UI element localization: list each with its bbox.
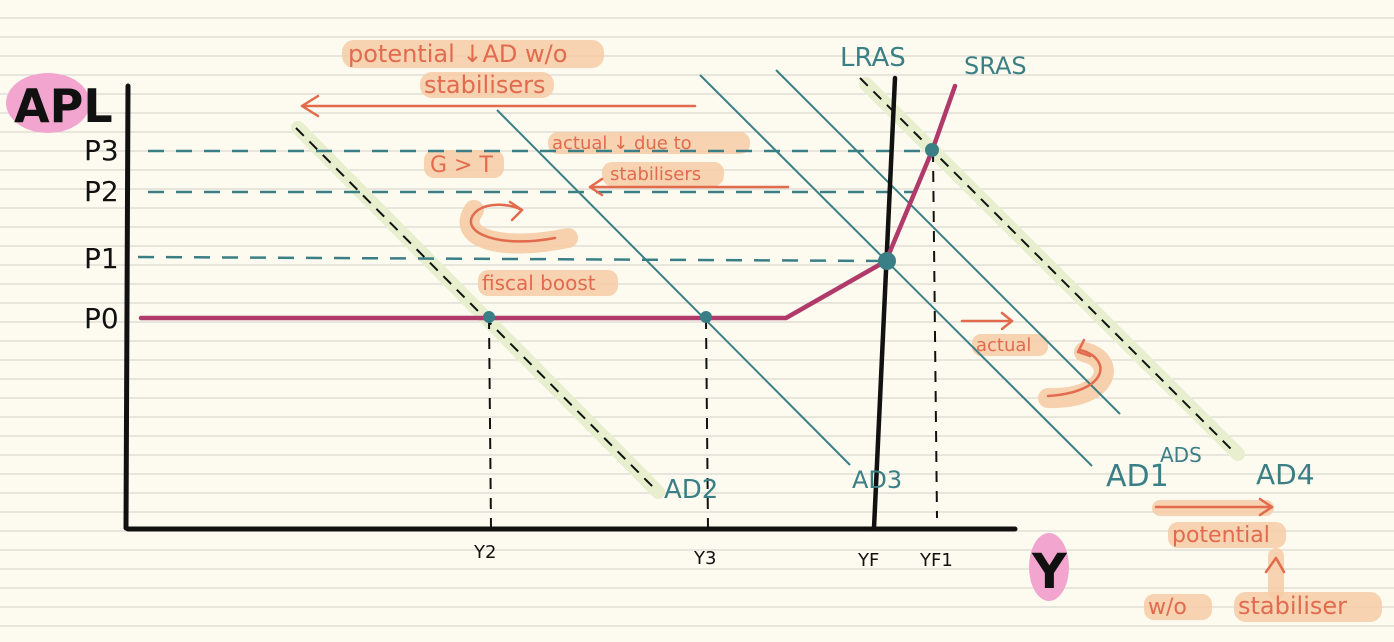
potential-top-highlight1 xyxy=(342,40,604,68)
label-yf1: YF1 xyxy=(919,550,953,571)
small-up-arrow xyxy=(1264,556,1286,574)
note-potential-line2: stabilisers xyxy=(424,71,546,99)
p1-guide xyxy=(137,255,889,263)
label-p0: P0 xyxy=(84,302,119,335)
label-ad1: AD1 xyxy=(1106,459,1169,494)
note-potential-line1: potential ↓AD w/o xyxy=(348,40,567,68)
output-guides xyxy=(488,150,938,529)
curved-arrow-left xyxy=(469,203,557,243)
potential-bottom-highlight xyxy=(1168,522,1286,548)
arrows xyxy=(300,94,1286,574)
note-potential-bottom: potential xyxy=(1172,523,1270,548)
point-p3-yf1 xyxy=(925,143,939,157)
y3-guide xyxy=(705,317,709,529)
apl-highlight xyxy=(6,73,90,133)
ad-dashed-curves xyxy=(295,77,1237,491)
yf1-guide xyxy=(932,150,938,519)
label-yf: YF xyxy=(857,550,879,571)
label-ads: ADS xyxy=(1160,443,1202,467)
point-p0-y2 xyxy=(483,311,495,323)
curved-arrow-right-head xyxy=(1076,338,1092,358)
label-ad2: AD2 xyxy=(664,475,718,505)
note-actual-right: actual xyxy=(976,335,1031,356)
label-sras: SRAS xyxy=(964,52,1027,80)
point-p1-yf xyxy=(878,252,896,270)
note-fiscal-boost: fiscal boost xyxy=(482,271,596,295)
note-stabiliser: stabiliser xyxy=(1238,592,1347,620)
fiscal-highlight xyxy=(478,270,618,296)
gt-highlight xyxy=(424,150,504,178)
ad1-curve xyxy=(699,74,1093,467)
label-p1: P1 xyxy=(84,242,119,275)
curved-arrow-left-head xyxy=(508,200,524,222)
x-axis-label: Y xyxy=(1031,544,1068,600)
label-y3: Y3 xyxy=(693,548,716,569)
y-axis xyxy=(123,83,131,531)
point-p0-y3 xyxy=(700,311,712,323)
ad-curves xyxy=(496,69,1121,467)
price-guides xyxy=(137,149,932,263)
ads-curve xyxy=(775,69,1121,415)
note-g-gt-t: G > T xyxy=(430,153,493,178)
equilibrium-points xyxy=(483,143,939,323)
stabiliser-bottom-highlight xyxy=(1234,592,1382,622)
ad2-curve xyxy=(295,127,657,491)
actual-top-highlight2 xyxy=(602,162,724,186)
lras-curve xyxy=(871,75,898,531)
label-p3: P3 xyxy=(84,134,119,167)
label-lras: LRAS xyxy=(840,43,906,73)
y2-guide xyxy=(488,317,492,529)
curved-arrow-right xyxy=(1046,348,1102,398)
y-axis-label: APL xyxy=(14,79,113,133)
note-actual-line1: actual ↓ due to xyxy=(552,133,692,154)
actual-arrow-right-head xyxy=(1000,311,1014,331)
potential-arrow-bottom-head xyxy=(1258,497,1274,517)
label-ad3: AD3 xyxy=(852,466,902,494)
potential-arrow-top-head xyxy=(300,94,320,118)
ad3-curve xyxy=(496,109,851,466)
label-y2: Y2 xyxy=(473,542,496,563)
wo-bottom-highlight xyxy=(1144,594,1212,620)
label-p2: P2 xyxy=(84,175,119,208)
ad4-curve xyxy=(859,77,1237,455)
actual-right-highlight xyxy=(972,334,1048,356)
axes xyxy=(123,83,1018,532)
ruled-lines xyxy=(0,17,1394,627)
note-actual-line2: stabilisers xyxy=(610,164,701,185)
potential-top-highlight2 xyxy=(420,72,554,98)
y-highlight xyxy=(1029,533,1069,601)
label-ad4: AD4 xyxy=(1256,458,1315,491)
note-wo: w/o xyxy=(1148,595,1187,620)
actual-arrow-top-head xyxy=(588,177,604,197)
actual-top-highlight1 xyxy=(548,132,750,154)
